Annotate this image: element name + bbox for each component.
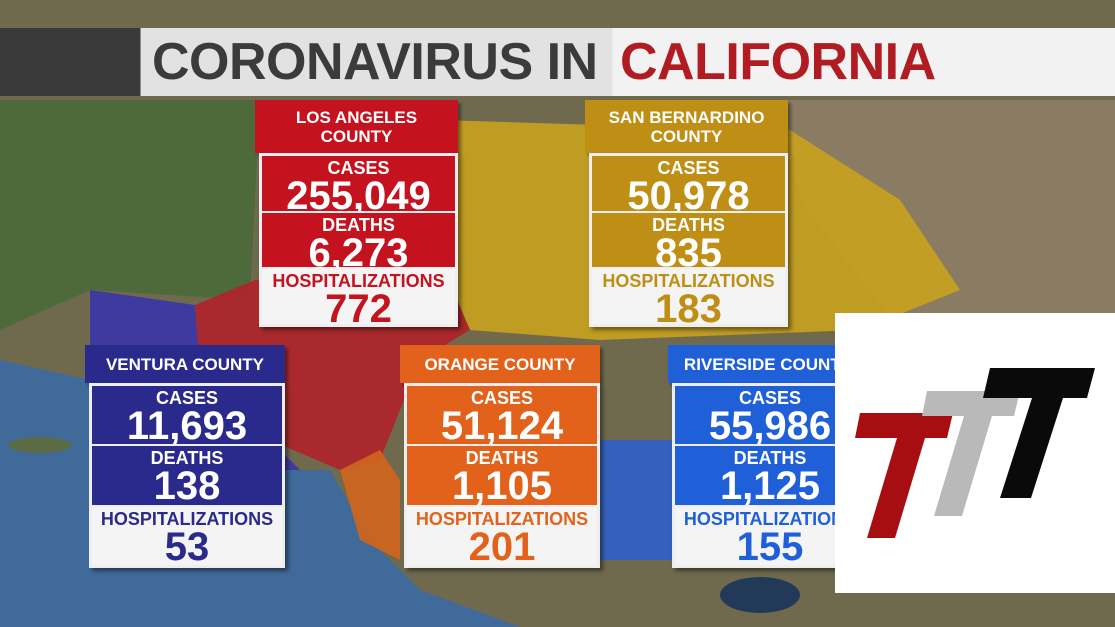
hospitalizations-section: HOSPITALIZATIONS 53 [92,506,282,565]
lake [720,577,800,613]
county-stats: CASES 51,124 DEATHS 1,105 HOSPITALIZATIONS 20… [404,383,600,568]
county-card: ORANGE COUNTY CASES 51,124 DEATHS 1,105 HOSPI… [400,345,600,568]
logo-t-gray [922,391,1020,516]
hospitalizations-label: HOSPITALIZATIONS [415,508,589,529]
deaths-section: DEATHS 1,125 [675,446,865,505]
hospitalizations-label: HOSPITALIZATIONS [683,508,857,529]
deaths-label: DEATHS [652,214,725,235]
county-stats: CASES 50,978 DEATHS 835 HOSPITALIZATIONS 183 [589,153,788,327]
cases-section: CASES 51,124 [407,386,597,445]
hospitalizations-section: HOSPITALIZATIONS 155 [675,506,865,565]
hospitalizations-value: 183 [655,287,722,324]
county-header: ORANGE COUNTY [400,345,600,383]
county-name: VENTURA COUNTY [105,354,265,374]
county-header: RIVERSIDE COUNTY [668,345,868,383]
hospitalizations-section: HOSPITALIZATIONS 772 [262,269,455,324]
cases-section: CASES 255,049 [262,156,455,211]
hospitalizations-label: HOSPITALIZATIONS [100,508,274,529]
hospitalizations-label: HOSPITALIZATIONS [272,271,445,292]
county-stats: CASES 255,049 DEATHS 6,273 HOSPITALIZATIONS 7… [259,153,458,327]
riverside-area [598,440,680,560]
cases-label: CASES [657,158,720,178]
county-name: ORANGE COUNTY [424,354,576,374]
county-header: VENTURA COUNTY [85,345,285,383]
logo-t-red [855,413,953,538]
cases-label: CASES [327,158,390,178]
deaths-value: 138 [153,464,221,505]
county-name: SAN BERNARDINO COUNTY [608,107,765,146]
cases-label: CASES [738,388,801,408]
station-logo [835,313,1115,593]
hospitalizations-section: HOSPITALIZATIONS 183 [592,269,785,324]
county-header: SAN BERNARDINO COUNTY [585,100,788,153]
cases-label: CASES [155,388,218,408]
county-card: VENTURA COUNTY CASES 11,693 DEATHS 138 HOSPIT… [85,345,285,568]
county-card: LOS ANGELES COUNTY CASES 255,049 DEATHS 6,27… [255,100,458,327]
deaths-label: DEATHS [465,448,539,469]
land-north [0,100,260,330]
hospitalizations-label: HOSPITALIZATIONS [602,271,775,292]
cases-label: CASES [470,388,533,408]
hospitalizations-value: 201 [468,524,536,565]
deaths-value: 6,273 [308,230,409,268]
deaths-section: DEATHS 835 [592,212,785,268]
deaths-value: 835 [655,230,722,268]
deaths-label: DEATHS [733,448,807,469]
cases-value: 11,693 [126,404,248,445]
hospitalizations-value: 772 [325,287,392,324]
cases-section: CASES 55,986 [675,386,865,445]
cases-value: 255,049 [286,174,431,211]
county-name: RIVERSIDE COUNTY [683,354,853,374]
title-highlight: CALIFORNIA [620,33,936,91]
title-prefix: CORONAVIRUS IN [152,33,598,91]
cases-value: 55,986 [708,404,832,445]
island [8,437,72,453]
logo-t-black [983,368,1095,498]
orange-area [340,450,400,560]
deaths-section: DEATHS 1,105 [407,446,597,505]
county-stats: CASES 11,693 DEATHS 138 HOSPITALIZATIONS 53 [89,383,285,568]
logo-mark [855,368,1095,538]
deaths-section: DEATHS 138 [92,446,282,505]
cases-value: 50,978 [627,174,750,211]
county-card: SAN BERNARDINO COUNTY CASES 50,978 DEATHS 83… [585,100,788,327]
title-bar: CORONAVIRUS IN CALIFORNIA [0,28,1115,96]
cases-section: CASES 50,978 [592,156,785,211]
deaths-label: DEATHS [322,214,395,235]
deaths-value: 1,125 [719,464,821,505]
cases-value: 51,124 [440,404,564,445]
deaths-label: DEATHS [150,448,224,469]
deaths-section: DEATHS 6,273 [262,212,455,268]
deaths-value: 1,105 [451,464,553,505]
county-name: LOS ANGELES COUNTY [295,107,418,146]
cases-section: CASES 11,693 [92,386,282,445]
hospitalizations-value: 53 [164,524,210,565]
county-header: LOS ANGELES COUNTY [255,100,458,153]
hospitalizations-value: 155 [736,524,804,565]
hospitalizations-section: HOSPITALIZATIONS 201 [407,506,597,565]
